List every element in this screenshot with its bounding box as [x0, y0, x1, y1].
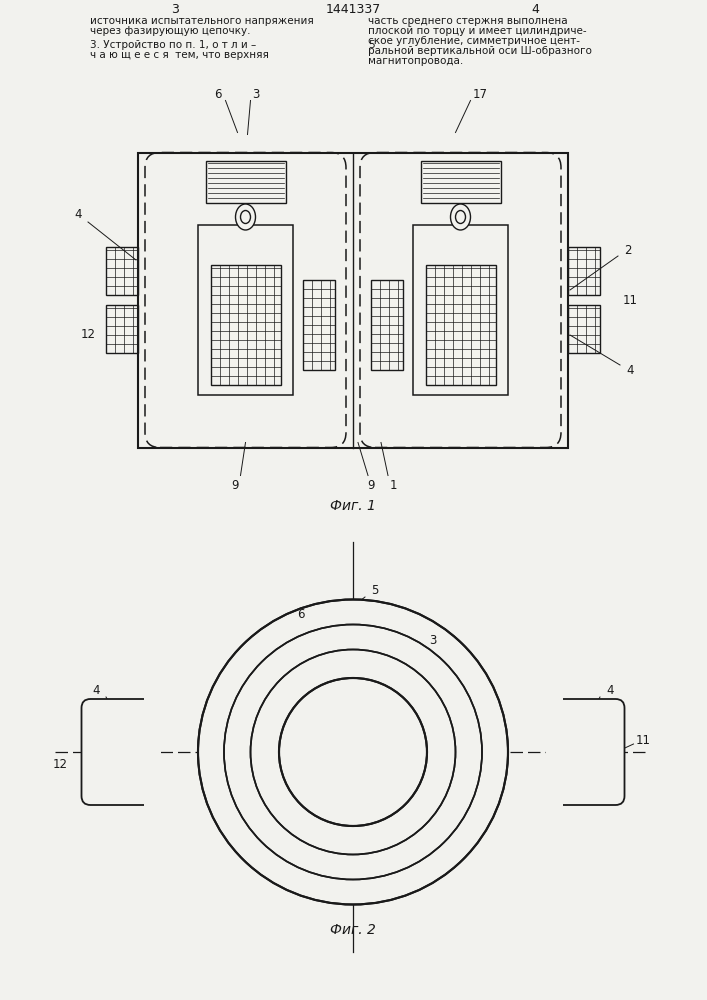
Text: Фиг. 1: Фиг. 1 — [330, 498, 376, 512]
Text: источника испытательного напряжения: источника испытательного напряжения — [90, 16, 314, 26]
Bar — [118, 731, 160, 773]
Text: 3: 3 — [252, 88, 259, 101]
Bar — [568, 247, 600, 295]
Text: магнитопровода.: магнитопровода. — [368, 56, 463, 66]
Text: 3. Устройство по п. 1, о т л и –: 3. Устройство по п. 1, о т л и – — [90, 40, 256, 50]
Text: часть среднего стержня выполнена: часть среднего стержня выполнена — [368, 16, 568, 26]
Bar — [546, 731, 588, 773]
Text: 9: 9 — [232, 479, 239, 492]
Bar — [106, 247, 138, 295]
Text: ское углубление, симметричное цент-: ское углубление, симметричное цент- — [368, 36, 580, 46]
Text: 2: 2 — [624, 243, 632, 256]
Ellipse shape — [279, 678, 427, 826]
Ellipse shape — [224, 624, 482, 880]
Ellipse shape — [240, 211, 250, 224]
Bar — [303, 280, 335, 370]
Bar — [426, 265, 496, 385]
Text: 4: 4 — [626, 363, 633, 376]
Text: 1: 1 — [390, 479, 397, 492]
Text: 3: 3 — [171, 3, 179, 16]
Text: 4: 4 — [74, 209, 82, 222]
Text: ральной вертикальной оси Ш-образного: ральной вертикальной оси Ш-образного — [368, 46, 592, 56]
Ellipse shape — [198, 599, 508, 904]
Text: 11: 11 — [622, 294, 638, 306]
Text: 17: 17 — [473, 88, 488, 101]
Bar — [421, 160, 501, 202]
Text: 1441337: 1441337 — [325, 3, 380, 16]
Text: 3: 3 — [429, 634, 437, 647]
Bar — [138, 152, 568, 448]
Text: 12: 12 — [53, 758, 68, 770]
Bar — [371, 280, 403, 370]
Bar — [106, 305, 138, 353]
Text: Фиг. 2: Фиг. 2 — [330, 923, 376, 937]
Text: через фазирующую цепочку.: через фазирующую цепочку. — [90, 26, 250, 36]
Bar — [198, 225, 293, 395]
Text: 11: 11 — [636, 734, 651, 746]
Text: ч а ю щ е е с я  тем, что верхняя: ч а ю щ е е с я тем, что верхняя — [90, 50, 269, 60]
Bar — [547, 698, 563, 806]
Ellipse shape — [450, 204, 470, 230]
Bar — [568, 305, 600, 353]
Text: плоской по торцу и имеет цилиндриче-: плоской по торцу и имеет цилиндриче- — [368, 26, 587, 36]
Bar — [413, 225, 508, 395]
Ellipse shape — [455, 211, 465, 224]
Ellipse shape — [235, 204, 255, 230]
Text: 12: 12 — [81, 328, 95, 342]
Bar — [211, 265, 281, 385]
Text: 6: 6 — [214, 88, 221, 101]
Text: 4: 4 — [92, 684, 100, 696]
Text: 6: 6 — [297, 607, 305, 620]
Bar — [206, 160, 286, 202]
Bar — [144, 698, 158, 806]
Text: 5: 5 — [371, 584, 379, 596]
Text: 9: 9 — [367, 479, 375, 492]
Ellipse shape — [250, 650, 455, 854]
FancyBboxPatch shape — [551, 699, 624, 805]
Text: 5: 5 — [368, 40, 375, 50]
Text: 4: 4 — [606, 684, 614, 696]
Text: 4: 4 — [531, 3, 539, 16]
FancyBboxPatch shape — [81, 699, 155, 805]
